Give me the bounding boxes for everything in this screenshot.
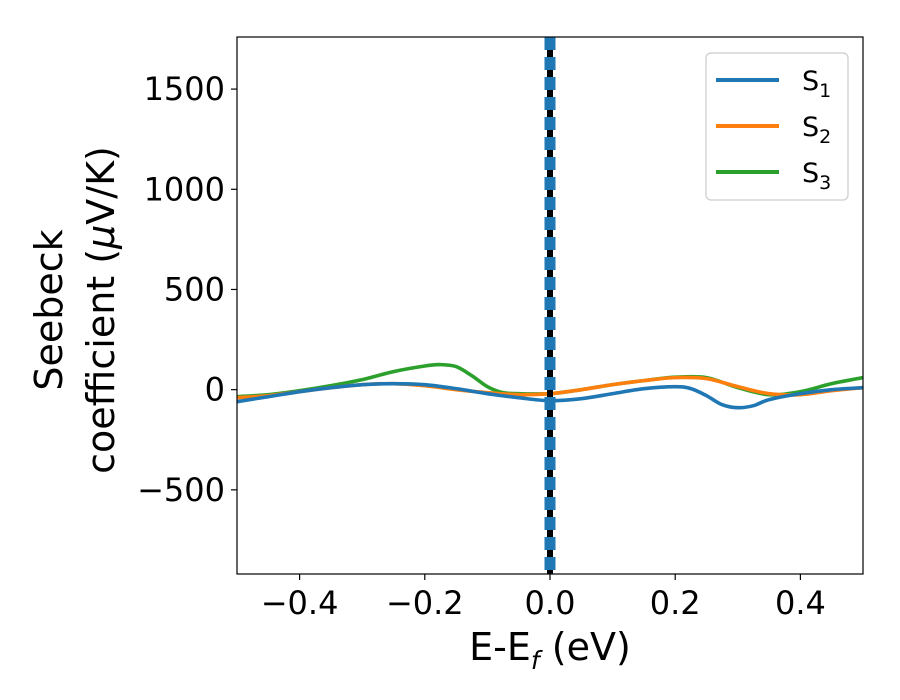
legend-label-s1: S1 (802, 66, 831, 102)
legend-label-sub: 2 (819, 126, 831, 148)
legend-label-name: S (802, 66, 819, 97)
x-tick-label: 0.4 (775, 584, 826, 622)
y-axis-title-line1: Seebeck (27, 229, 71, 390)
x-tick-label: 0.0 (525, 584, 576, 622)
x-axis-title-main: E-E (469, 625, 531, 669)
legend-label-name: S (802, 112, 819, 143)
y-tick-label: 1000 (144, 170, 225, 208)
x-tick-label: −0.4 (261, 584, 339, 622)
y-axis: −500 0 500 1000 1500 (137, 70, 237, 509)
y-axis-title-text: coefficient ( (79, 249, 123, 474)
legend-label-s3: S3 (802, 158, 831, 194)
y-tick-label: 0 (205, 371, 225, 409)
legend-label-sub: 1 (819, 80, 831, 102)
y-tick-label: 500 (164, 270, 225, 308)
x-axis-title: E-Ef (eV) (469, 625, 631, 675)
x-tick-label: 0.2 (650, 584, 701, 622)
y-tick-label: −500 (137, 471, 225, 509)
x-axis: −0.4 −0.2 0.0 0.2 0.4 (261, 574, 826, 622)
series-line-s1 (237, 381, 863, 410)
y-axis-title-mu: μ (79, 225, 123, 250)
legend-label-name: S (802, 158, 819, 189)
legend-label-s2: S2 (802, 112, 831, 148)
y-tick-label: 1500 (144, 70, 225, 108)
x-axis-title-unit: (eV) (540, 625, 631, 669)
y-axis-title-line2: coefficient (μV/K) (79, 146, 123, 474)
x-tick-label: −0.2 (386, 584, 464, 622)
legend-label-sub: 3 (819, 172, 831, 194)
y-axis-title: Seebeck coefficient (μV/K) (27, 146, 123, 474)
y-axis-title-unit: V/K) (79, 146, 123, 225)
